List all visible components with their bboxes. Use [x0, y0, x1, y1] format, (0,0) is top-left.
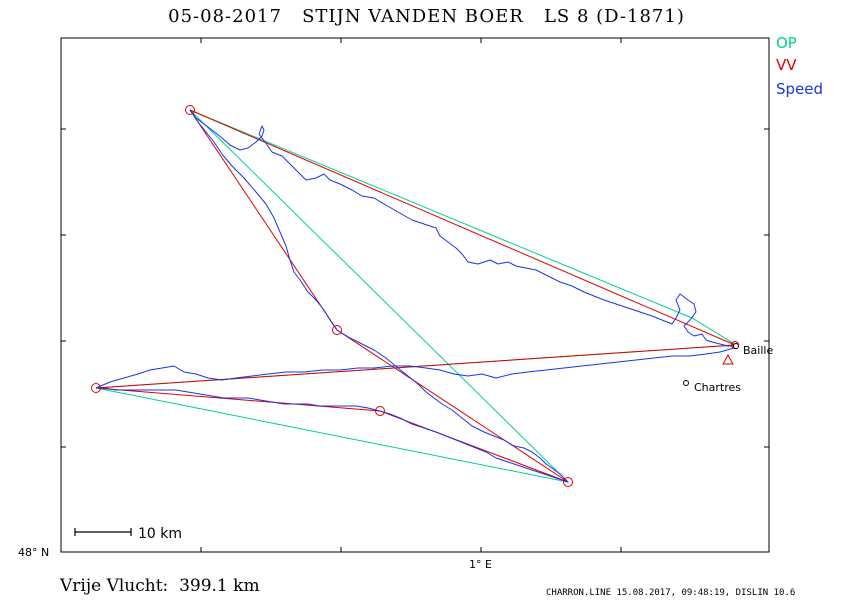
- legend-vv: VV: [776, 56, 797, 74]
- distance-summary: Vrije Vlucht: 399.1 km: [60, 576, 260, 596]
- map-frame: [60, 37, 770, 553]
- axis-ticks: [61, 38, 769, 553]
- op-route: [95, 109, 738, 483]
- finish-triangle-icon: [722, 353, 734, 365]
- turnpoint-marker: [563, 477, 573, 487]
- scale-bar-label: 10 km: [138, 526, 182, 542]
- turnpoint-marker: [185, 105, 195, 115]
- place-markers: Baille Chartres: [683, 343, 773, 394]
- flight-track-segment: [96, 387, 569, 483]
- turnpoint-marker: [332, 325, 342, 335]
- generator-meta: CHARRON.LINE 15.08.2017, 09:48:19, DISLI…: [546, 588, 796, 598]
- flight-track-segment: [189, 109, 569, 483]
- place-label-baille: Baille: [743, 344, 773, 357]
- lon-axis-label: 1° E: [469, 558, 492, 571]
- turnpoints: [91, 105, 739, 487]
- place-marker-icon: [683, 380, 689, 386]
- turnpoint-marker: [375, 406, 385, 416]
- place-marker-icon: [733, 343, 739, 349]
- map-title: 05-08-2017 STIJN VANDEN BOER LS 8 (D-187…: [168, 6, 685, 27]
- lat-axis-label: 48° N: [18, 546, 49, 559]
- flight-track: [189, 109, 734, 347]
- flight-track-segment: [95, 347, 735, 389]
- legend-speed: Speed: [776, 80, 824, 98]
- legend-op: OP: [776, 34, 797, 52]
- scale-bar: 10 km: [74, 526, 182, 542]
- turnpoint-marker: [91, 383, 101, 393]
- place-label-chartres: Chartres: [694, 381, 741, 394]
